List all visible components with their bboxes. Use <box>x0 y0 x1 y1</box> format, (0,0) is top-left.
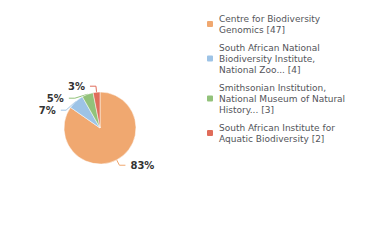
svg-text:National Zoo... [4]: National Zoo... [4] <box>219 65 301 75</box>
svg-text:Smithsonian Institution,: Smithsonian Institution, <box>219 83 326 93</box>
svg-text:83%: 83% <box>130 160 154 171</box>
svg-text:7%: 7% <box>39 105 56 116</box>
svg-text:South African Institute for: South African Institute for <box>219 123 335 133</box>
svg-text:Aquatic Biodiversity [2]: Aquatic Biodiversity [2] <box>219 134 324 144</box>
svg-text:Genomics [47]: Genomics [47] <box>219 25 285 35</box>
svg-text:Biodiversity Institute,: Biodiversity Institute, <box>219 54 315 64</box>
svg-text:South African National: South African National <box>219 43 320 53</box>
svg-text:3%: 3% <box>68 81 85 92</box>
svg-text:5%: 5% <box>47 93 64 104</box>
svg-text:History... [3]: History... [3] <box>219 105 274 115</box>
svg-text:Centre for Biodiversity: Centre for Biodiversity <box>219 14 321 24</box>
svg-text:National Museum of Natural: National Museum of Natural <box>219 94 345 104</box>
